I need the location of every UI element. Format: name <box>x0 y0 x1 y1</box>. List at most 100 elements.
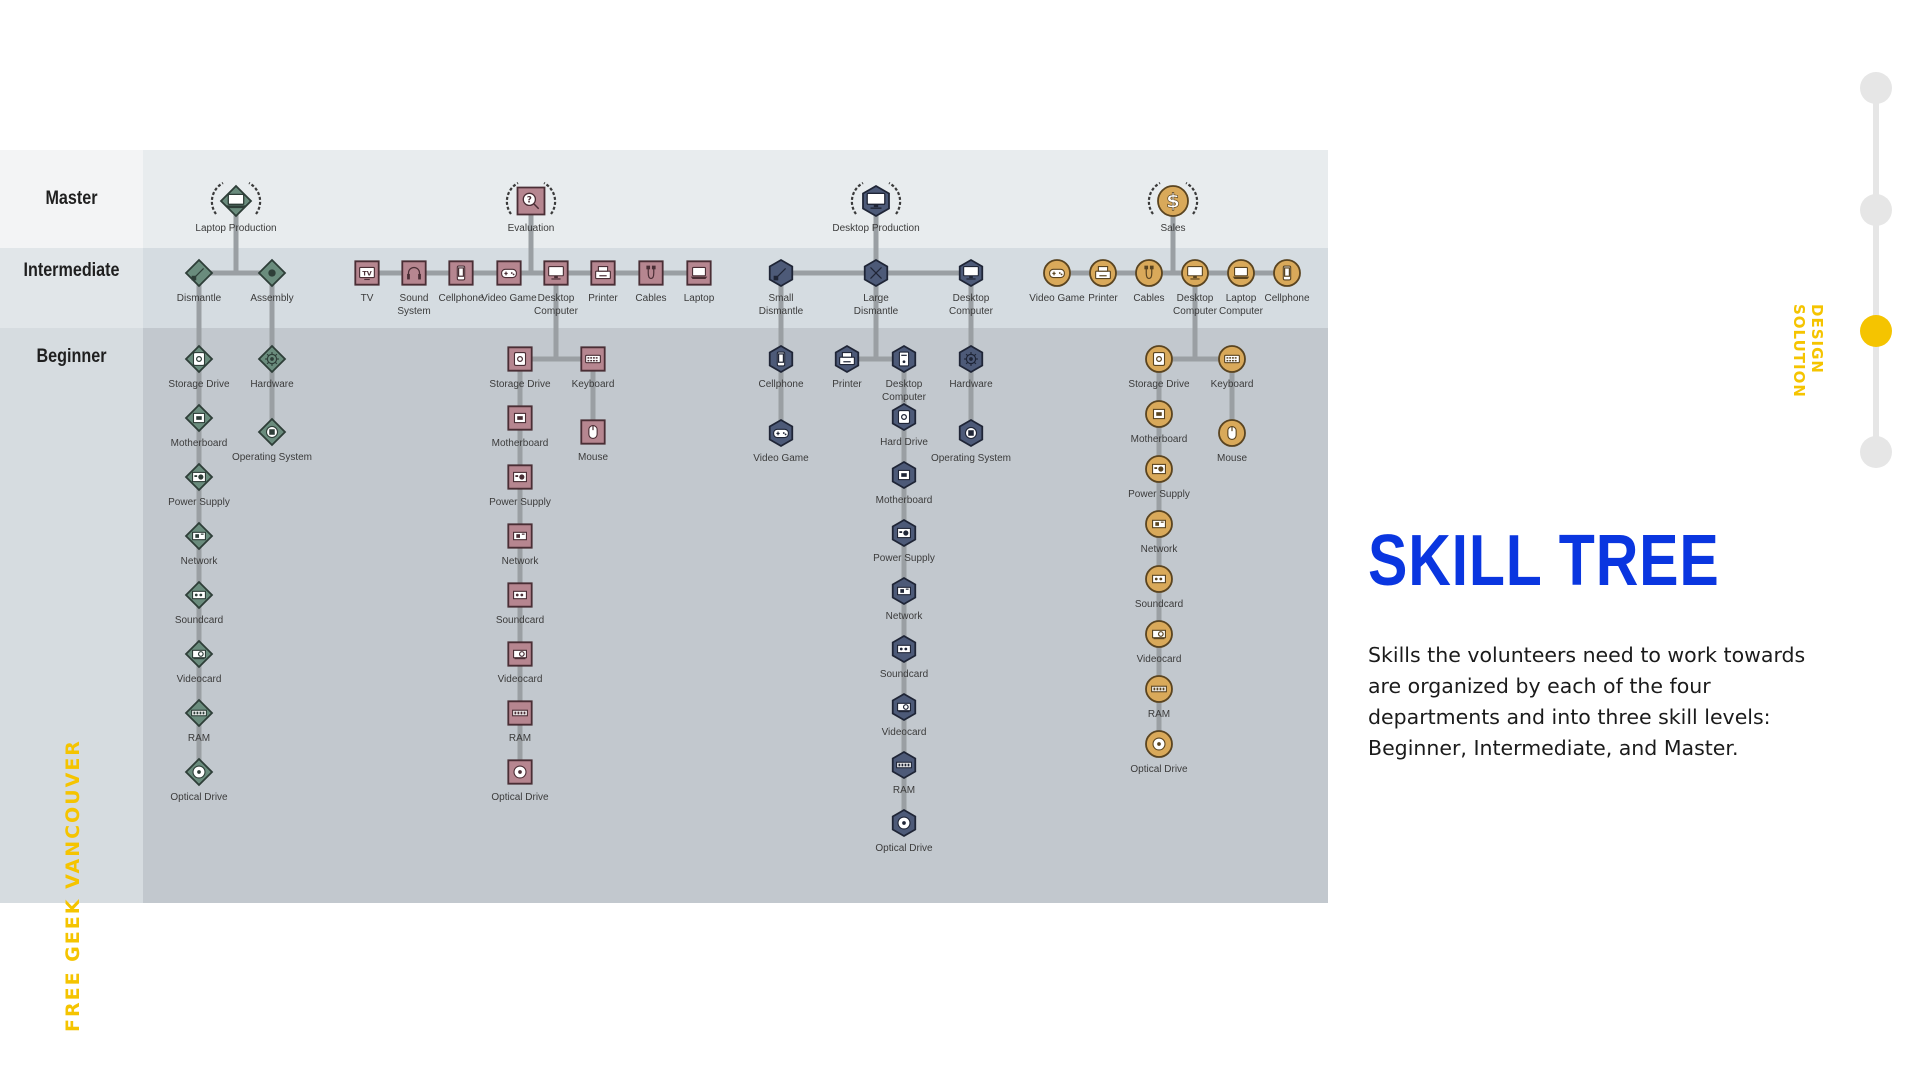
dept-evaluation-intermediate-video-game[interactable] <box>496 260 522 286</box>
dept-evaluation-beginner-label-power-supply: Power Supply <box>489 497 551 508</box>
dept-sales-intermediate-cables[interactable] <box>1135 259 1163 287</box>
dept-sales-beginner-label-keyboard: Keyboard <box>1211 379 1254 390</box>
dept-desktop-beginner-ram[interactable] <box>891 750 917 780</box>
dept-laptop-beginner-ram[interactable] <box>184 698 214 728</box>
dept-laptop-master-node[interactable] <box>210 182 262 218</box>
dept-desktop-beginner-optical-drive[interactable] <box>891 808 917 838</box>
dept-desktop-intermediate-small-dismantle[interactable] <box>768 258 794 288</box>
dept-desktop-beginner-videocard[interactable] <box>891 692 917 722</box>
dept-evaluation-beginner-label-ram: RAM <box>509 733 531 744</box>
dept-desktop-master-node[interactable] <box>850 182 902 218</box>
videocard-icon <box>897 702 911 713</box>
dept-evaluation-beginner-ram[interactable] <box>507 700 533 726</box>
dept-desktop-beginner-hardware[interactable] <box>958 344 984 374</box>
dept-laptop-beginner-operating-system[interactable] <box>257 417 287 447</box>
dept-desktop-intermediate-large-dismantle[interactable] <box>863 258 889 288</box>
dept-sales-beginner-keyboard[interactable] <box>1218 345 1246 373</box>
dept-desktop-beginner-label-printer: Printer <box>832 379 862 390</box>
dept-evaluation-intermediate-laptop[interactable] <box>686 260 712 286</box>
dept-laptop-intermediate-assembly[interactable] <box>257 258 287 288</box>
network-card-icon <box>897 586 911 596</box>
dept-sales-beginner-motherboard[interactable] <box>1145 400 1173 428</box>
disc-icon <box>1152 737 1166 751</box>
dept-desktop-intermediate-desktop-computer[interactable] <box>958 258 984 288</box>
dept-desktop-beginner-soundcard[interactable] <box>891 634 917 664</box>
dept-evaluation-beginner-motherboard[interactable] <box>507 405 533 431</box>
dept-sales-beginner-ram[interactable] <box>1145 675 1173 703</box>
dept-evaluation-beginner-label-network: Network <box>502 556 540 567</box>
timeline-step-1[interactable] <box>1860 72 1892 104</box>
dept-sales-beginner-label-mouse: Mouse <box>1217 453 1247 464</box>
cellphone-icon <box>456 265 466 281</box>
dept-evaluation-intermediate-cellphone[interactable] <box>448 260 474 286</box>
os-icon <box>964 426 978 440</box>
dept-evaluation-intermediate-sound-system[interactable] <box>401 260 427 286</box>
dept-laptop-beginner-network[interactable] <box>184 521 214 551</box>
network-card-icon <box>513 531 527 541</box>
dept-desktop-beginner-power-supply[interactable] <box>891 518 917 548</box>
dept-sales-intermediate-video-game[interactable] <box>1043 259 1071 287</box>
dept-sales-intermediate-desktop-computer[interactable] <box>1181 259 1209 287</box>
dept-sales-master-node[interactable]: $ <box>1147 182 1199 217</box>
dept-desktop-beginner-hard-drive[interactable] <box>891 402 917 432</box>
dept-desktop-beginner-video-game[interactable] <box>768 418 794 448</box>
dept-desktop-beginner-label-hardware: Hardware <box>949 379 993 390</box>
dept-evaluation-master-label: Evaluation <box>508 223 555 234</box>
dept-sales-beginner-videocard[interactable] <box>1145 620 1173 648</box>
dept-evaluation-intermediate-label-cellphone: Cellphone <box>438 293 483 304</box>
dept-evaluation-beginner-storage-drive[interactable] <box>507 346 533 372</box>
timeline-step-4[interactable] <box>1860 436 1892 468</box>
dept-sales-intermediate-laptop-computer[interactable] <box>1227 259 1255 287</box>
dept-desktop-beginner-label-soundcard: Soundcard <box>880 669 928 680</box>
dept-evaluation-beginner-network[interactable] <box>507 523 533 549</box>
dept-desktop-beginner-printer[interactable] <box>834 344 860 374</box>
dept-sales-intermediate-printer[interactable] <box>1089 259 1117 287</box>
dept-laptop-beginner-storage-drive[interactable] <box>184 344 214 374</box>
magnifier-icon: ? <box>522 192 540 210</box>
laurel-wreath-icon <box>1185 182 1199 215</box>
dept-evaluation-master-node[interactable]: ? <box>505 182 557 216</box>
dept-sales-beginner-storage-drive[interactable] <box>1145 345 1173 373</box>
dept-evaluation-beginner-power-supply[interactable] <box>507 464 533 490</box>
dept-evaluation-beginner-videocard[interactable] <box>507 641 533 667</box>
dept-evaluation-beginner-keyboard[interactable] <box>580 346 606 372</box>
dept-evaluation-beginner-mouse[interactable] <box>580 419 606 445</box>
gear-icon <box>964 352 978 366</box>
dept-evaluation-beginner-optical-drive[interactable] <box>507 759 533 785</box>
dept-laptop-beginner-label-videocard: Videocard <box>177 674 222 685</box>
dept-laptop-beginner-hardware[interactable] <box>257 344 287 374</box>
dept-desktop-beginner-operating-system[interactable] <box>958 418 984 448</box>
dept-laptop-beginner-videocard[interactable] <box>184 639 214 669</box>
disc-icon <box>513 765 527 779</box>
dept-evaluation-beginner-soundcard[interactable] <box>507 582 533 608</box>
dept-sales-beginner-power-supply[interactable] <box>1145 455 1173 483</box>
power-supply-icon <box>192 471 206 483</box>
dept-laptop-beginner-power-supply[interactable] <box>184 462 214 492</box>
timeline-track <box>1873 84 1879 454</box>
dept-evaluation-intermediate-desktop-computer[interactable] <box>543 260 569 286</box>
network-card-icon <box>192 531 206 541</box>
timeline-step-2[interactable] <box>1860 194 1892 226</box>
dept-evaluation-intermediate-tv[interactable]: TV <box>354 260 380 286</box>
soundcard-icon <box>192 590 206 600</box>
screwdriver-icon <box>191 267 205 281</box>
dept-sales-intermediate-cellphone[interactable] <box>1273 259 1301 287</box>
dept-sales-beginner-soundcard[interactable] <box>1145 565 1173 593</box>
dept-desktop-beginner-desktop-computer[interactable] <box>891 344 917 374</box>
dept-desktop-beginner-motherboard[interactable] <box>891 460 917 490</box>
dept-laptop-beginner-soundcard[interactable] <box>184 580 214 610</box>
dept-evaluation-intermediate-cables[interactable] <box>638 260 664 286</box>
dept-evaluation-intermediate-printer[interactable] <box>590 260 616 286</box>
dept-desktop-beginner-network[interactable] <box>891 576 917 606</box>
dept-sales-intermediate-label-laptop-computer: Laptop Computer <box>1219 293 1264 317</box>
dept-sales-beginner-network[interactable] <box>1145 510 1173 538</box>
dept-laptop-beginner-motherboard[interactable] <box>184 403 214 433</box>
ram-icon <box>1151 685 1167 693</box>
dept-desktop-beginner-cellphone[interactable] <box>768 344 794 374</box>
dept-laptop-beginner-optical-drive[interactable] <box>184 757 214 787</box>
dept-sales-beginner-optical-drive[interactable] <box>1145 730 1173 758</box>
dept-sales-beginner-mouse[interactable] <box>1218 419 1246 447</box>
dept-laptop-intermediate-dismantle[interactable] <box>184 258 214 288</box>
power-supply-icon <box>513 471 527 483</box>
timeline-step-3-active[interactable] <box>1860 315 1892 347</box>
